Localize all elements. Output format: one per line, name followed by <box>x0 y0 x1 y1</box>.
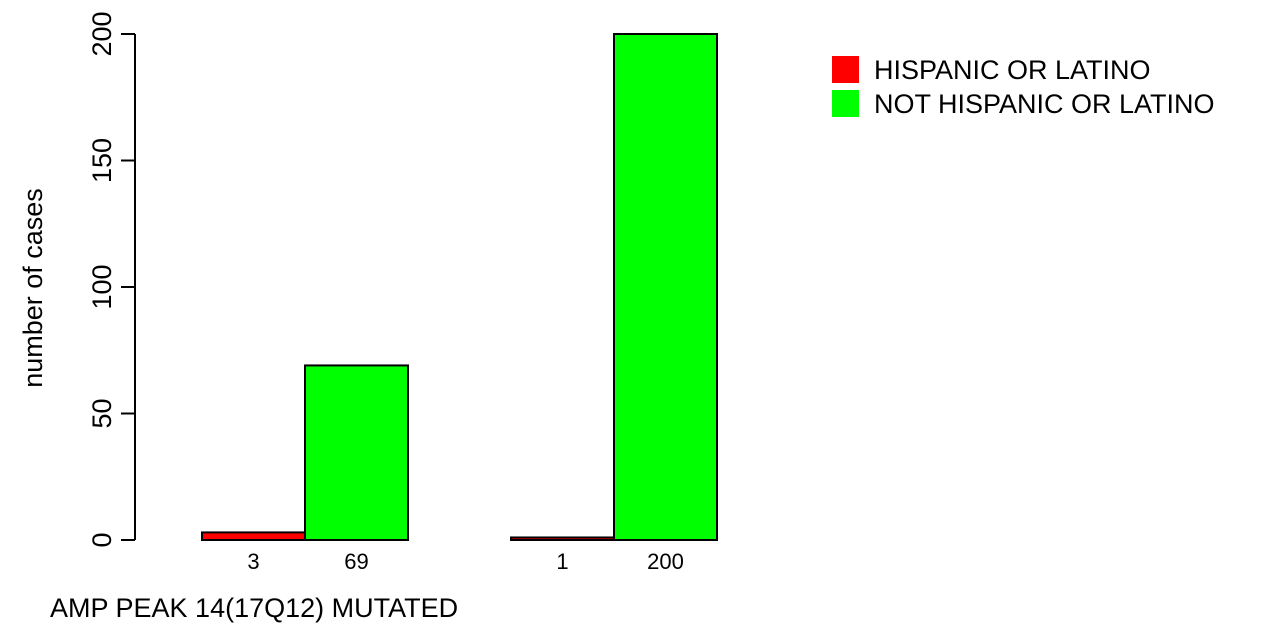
y-axis: 0 50 100 150 200 <box>87 11 136 548</box>
y-tick-label: 0 <box>87 532 117 547</box>
bar <box>201 531 306 541</box>
bar <box>613 33 718 541</box>
legend: HISPANIC OR LATINO NOT HISPANIC OR LATINO <box>832 55 1215 119</box>
legend-swatch <box>832 90 859 117</box>
bar-value-label: 1 <box>556 549 568 574</box>
legend-label: NOT HISPANIC OR LATINO <box>874 89 1215 119</box>
y-tick-label: 100 <box>87 264 117 309</box>
bar-value-label: 69 <box>344 549 368 574</box>
bar-value-label: 3 <box>247 549 259 574</box>
bar-value-label: 200 <box>647 549 684 574</box>
y-tick-label: 150 <box>87 138 117 183</box>
bar-value-labels: 3 69 1 200 <box>247 549 683 574</box>
x-axis-title: AMP PEAK 14(17Q12) MUTATED <box>50 593 458 623</box>
y-tick-label: 50 <box>87 398 117 428</box>
bars <box>201 33 718 541</box>
y-tick-label: 200 <box>87 11 117 56</box>
bar <box>304 364 409 541</box>
legend-label: HISPANIC OR LATINO <box>874 55 1151 85</box>
legend-swatch <box>832 56 859 83</box>
y-axis-title: number of cases <box>18 188 48 388</box>
bar <box>510 536 615 541</box>
